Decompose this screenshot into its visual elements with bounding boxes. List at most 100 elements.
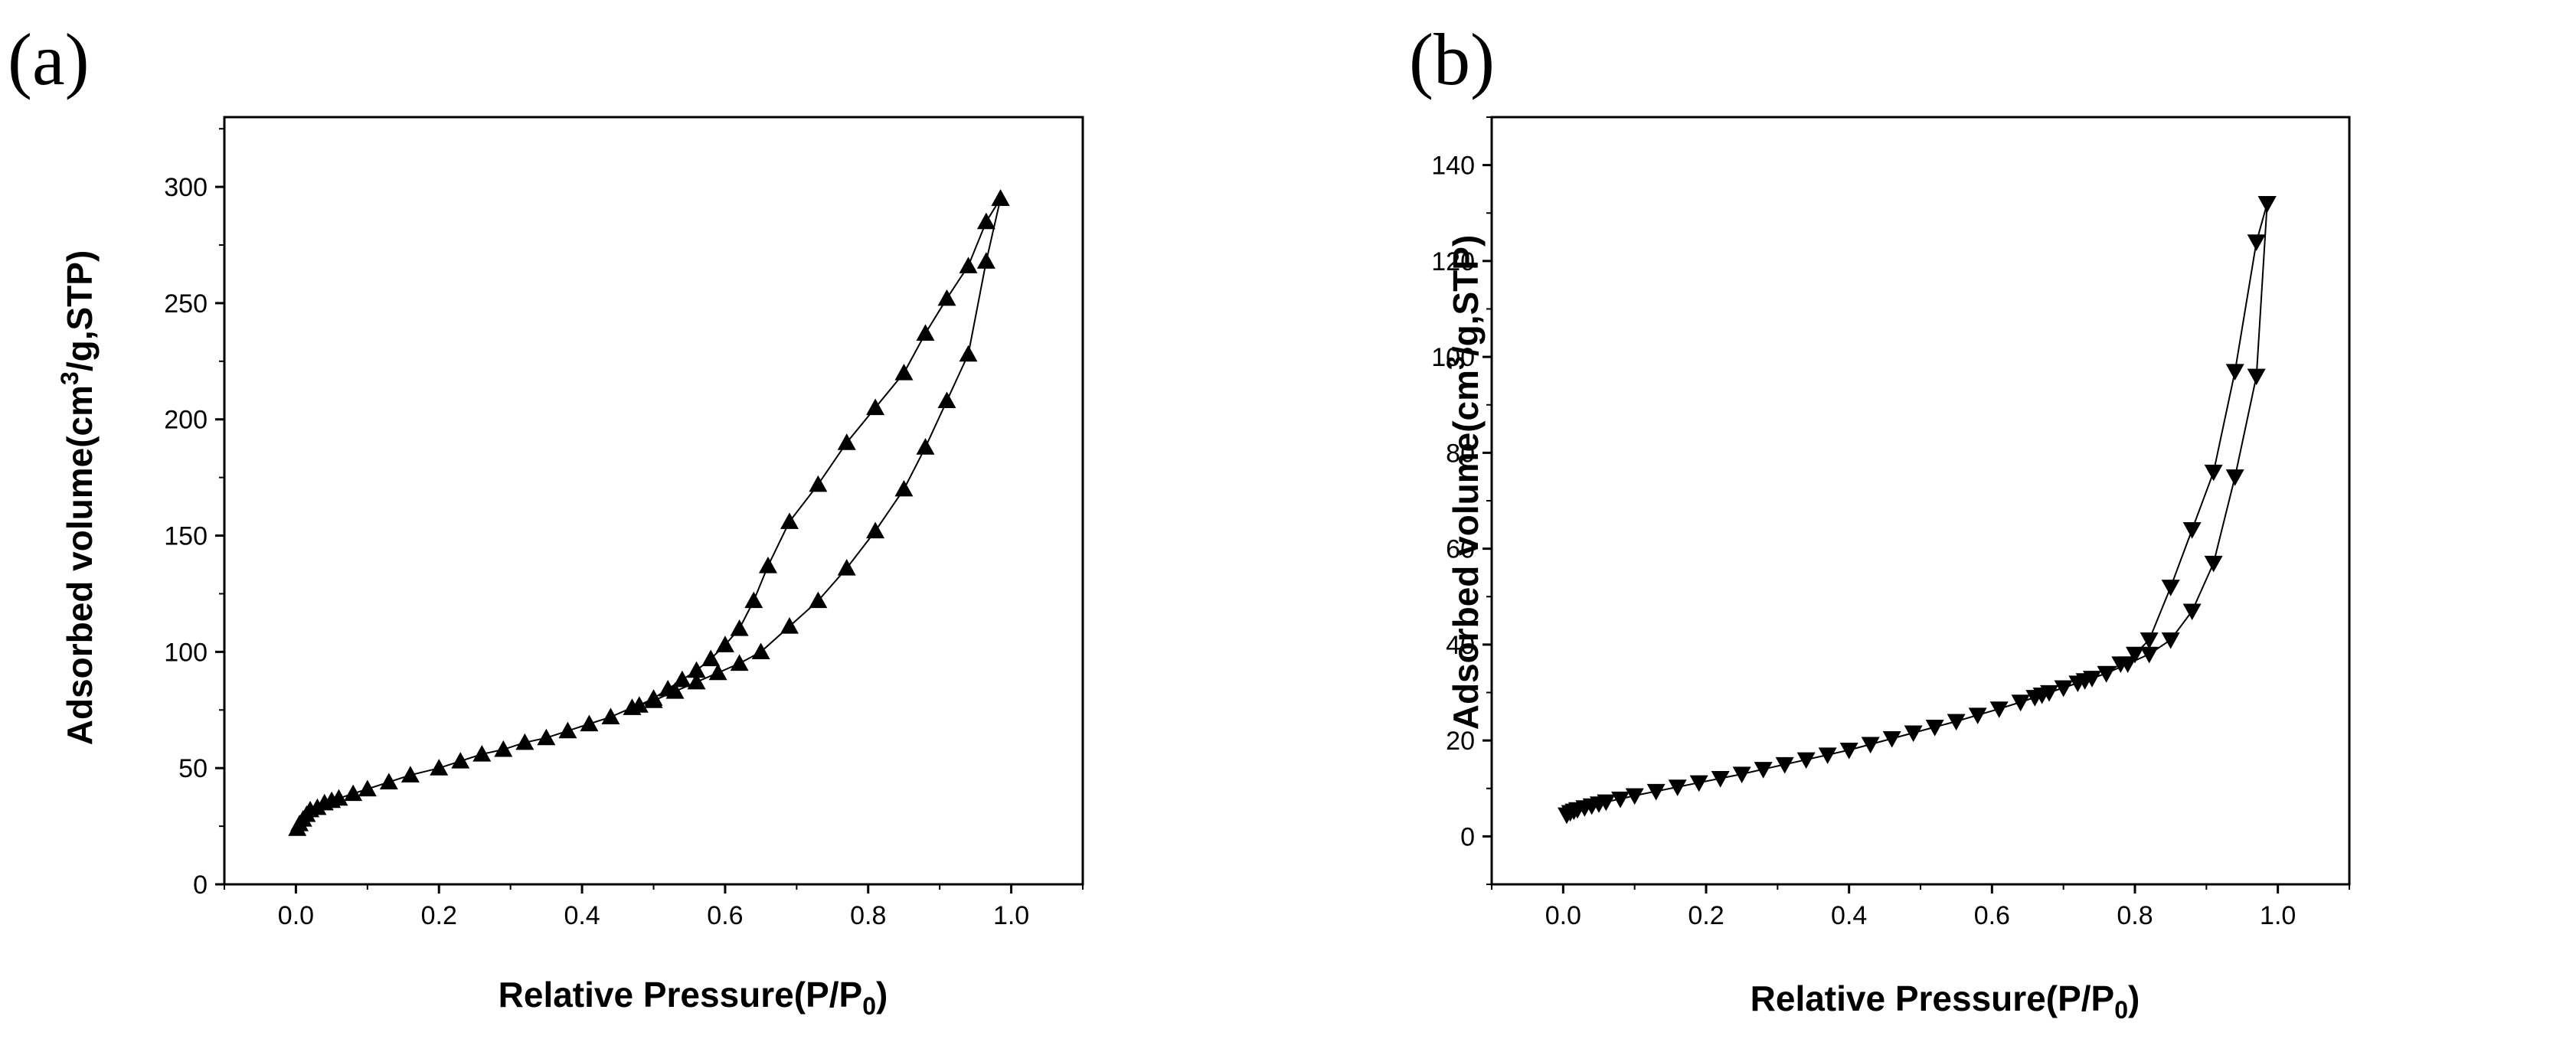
data-point-adsorption-a bbox=[537, 728, 556, 746]
data-point-adsorption-a bbox=[708, 663, 727, 681]
data-point-adsorption-a bbox=[472, 744, 492, 762]
data-point-desorption-b bbox=[2054, 680, 2073, 698]
data-point-adsorption-b bbox=[1968, 707, 1987, 724]
data-point-adsorption-a bbox=[329, 789, 348, 806]
data-point-desorption-b bbox=[2097, 665, 2116, 683]
data-point-adsorption-a bbox=[837, 559, 856, 576]
y-tick-label-b: 100 bbox=[1431, 343, 1475, 372]
data-point-adsorption-a bbox=[358, 779, 377, 797]
data-point-adsorption-b bbox=[1989, 701, 2009, 718]
plot-frame-b bbox=[1490, 116, 2351, 886]
y-tick-label-a: 200 bbox=[164, 406, 208, 435]
data-point-desorption-a bbox=[659, 679, 678, 697]
data-point-desorption-a bbox=[959, 256, 978, 273]
data-point-adsorption-b bbox=[2225, 469, 2244, 486]
y-tick-label-a: 50 bbox=[178, 754, 208, 783]
data-point-adsorption-a bbox=[379, 773, 398, 789]
data-point-adsorption-a bbox=[601, 707, 620, 724]
data-point-desorption-b bbox=[2247, 234, 2266, 251]
data-point-adsorption-b bbox=[1611, 791, 1630, 809]
data-point-desorption-b bbox=[2257, 196, 2277, 213]
data-point-desorption-b bbox=[2182, 521, 2202, 539]
data-point-adsorption-a bbox=[976, 252, 995, 269]
x-tick-label-b: 1.0 bbox=[2260, 901, 2296, 930]
data-point-adsorption-a bbox=[494, 740, 513, 757]
y-tick-label-b: 20 bbox=[1446, 727, 1475, 756]
data-point-adsorption-b bbox=[2204, 555, 2223, 573]
data-point-adsorption-b bbox=[1818, 747, 1837, 764]
data-point-adsorption-b bbox=[1904, 725, 1923, 743]
x-axis-title-b: Relative Pressure(P/P0) bbox=[1751, 979, 2140, 1024]
data-point-adsorption-b bbox=[2140, 646, 2159, 664]
series-line-adsorption-a bbox=[296, 198, 1002, 829]
plot-frame-a bbox=[223, 116, 1084, 886]
x-axis-title-a: Relative Pressure(P/P0) bbox=[499, 975, 888, 1020]
data-point-desorption-a bbox=[758, 557, 777, 573]
y-tick-label-b: 120 bbox=[1431, 247, 1475, 276]
data-point-adsorption-a bbox=[558, 721, 577, 739]
y-tick-label-b: 60 bbox=[1446, 535, 1475, 564]
data-point-adsorption-a bbox=[430, 759, 449, 776]
data-point-adsorption-a bbox=[580, 714, 599, 732]
series-line-adsorption-b bbox=[1566, 203, 2268, 816]
data-point-adsorption-a bbox=[894, 479, 914, 497]
data-point-adsorption-b bbox=[1839, 743, 1858, 760]
data-point-desorption-a bbox=[715, 635, 734, 652]
data-point-desorption-b bbox=[2068, 675, 2087, 692]
y-axis-title-b: Adsorbed volume(cm3/g,STP) bbox=[1442, 235, 1486, 730]
x-tick-label-b: 0.8 bbox=[2117, 901, 2153, 930]
x-tick-label-b: 0.0 bbox=[1545, 901, 1581, 930]
data-point-adsorption-b bbox=[1625, 788, 1644, 805]
data-point-desorption-a bbox=[937, 289, 956, 306]
data-point-adsorption-a bbox=[451, 752, 470, 769]
data-point-desorption-a bbox=[730, 619, 749, 636]
data-point-adsorption-b bbox=[1882, 731, 1901, 748]
data-point-adsorption-b bbox=[1925, 719, 1944, 737]
data-point-desorption-a bbox=[744, 591, 763, 609]
x-tick-label-b: 0.4 bbox=[1831, 901, 1867, 930]
data-point-desorption-b bbox=[2140, 632, 2159, 649]
x-tick-label-a: 0.4 bbox=[564, 901, 600, 930]
y-tick-label-b: 140 bbox=[1431, 152, 1475, 181]
x-tick-label-a: 0.2 bbox=[421, 901, 457, 930]
data-point-adsorption-a bbox=[959, 345, 978, 362]
data-point-adsorption-b bbox=[2182, 603, 2202, 621]
chart-b: Relative Pressure(P/P0) Adsorbed volume(… bbox=[1431, 116, 2351, 1024]
y-tick-label-b: 0 bbox=[1460, 822, 1475, 851]
data-point-adsorption-b bbox=[1646, 783, 1666, 801]
data-point-desorption-b bbox=[2040, 684, 2058, 702]
data-point-adsorption-a bbox=[751, 642, 770, 659]
data-point-adsorption-a bbox=[400, 766, 420, 783]
y-tick-label-a: 250 bbox=[164, 289, 208, 319]
data-point-adsorption-b bbox=[1775, 756, 1794, 774]
data-point-desorption-a bbox=[916, 324, 935, 341]
data-point-desorption-b bbox=[2111, 656, 2130, 673]
data-point-desorption-a bbox=[644, 689, 663, 706]
data-point-desorption-a bbox=[672, 670, 691, 688]
data-point-adsorption-b bbox=[1597, 794, 1616, 812]
data-point-desorption-b bbox=[2204, 464, 2223, 482]
data-point-desorption-b bbox=[2161, 580, 2180, 596]
data-point-adsorption-b bbox=[1947, 714, 1966, 731]
data-point-desorption-a bbox=[780, 512, 799, 529]
data-point-adsorption-a bbox=[687, 672, 706, 690]
data-point-adsorption-a bbox=[937, 391, 956, 409]
data-point-desorption-a bbox=[976, 212, 995, 230]
chart-a: Relative Pressure(P/P0) Adsorbed volume(… bbox=[56, 116, 1084, 1020]
data-point-adsorption-a bbox=[515, 733, 534, 750]
data-point-desorption-b bbox=[2011, 694, 2030, 712]
data-point-desorption-a bbox=[701, 649, 721, 667]
data-point-adsorption-b bbox=[1668, 779, 1687, 796]
y-axis-title-a: Adsorbed volume(cm3/g,STP) bbox=[56, 250, 100, 746]
panel-label-b: (b) bbox=[1409, 18, 1495, 100]
data-point-desorption-a bbox=[866, 398, 885, 416]
data-point-desorption-b bbox=[2126, 646, 2144, 664]
data-point-desorption-b bbox=[2025, 690, 2045, 707]
data-point-adsorption-a bbox=[344, 784, 363, 802]
y-tick-label-a: 150 bbox=[164, 522, 208, 551]
data-point-desorption-b bbox=[2225, 364, 2244, 381]
data-point-adsorption-b bbox=[1754, 762, 1773, 779]
data-point-desorption-a bbox=[894, 364, 914, 381]
x-tick-label-a: 0.6 bbox=[707, 901, 743, 930]
data-point-adsorption-b bbox=[1861, 737, 1880, 754]
